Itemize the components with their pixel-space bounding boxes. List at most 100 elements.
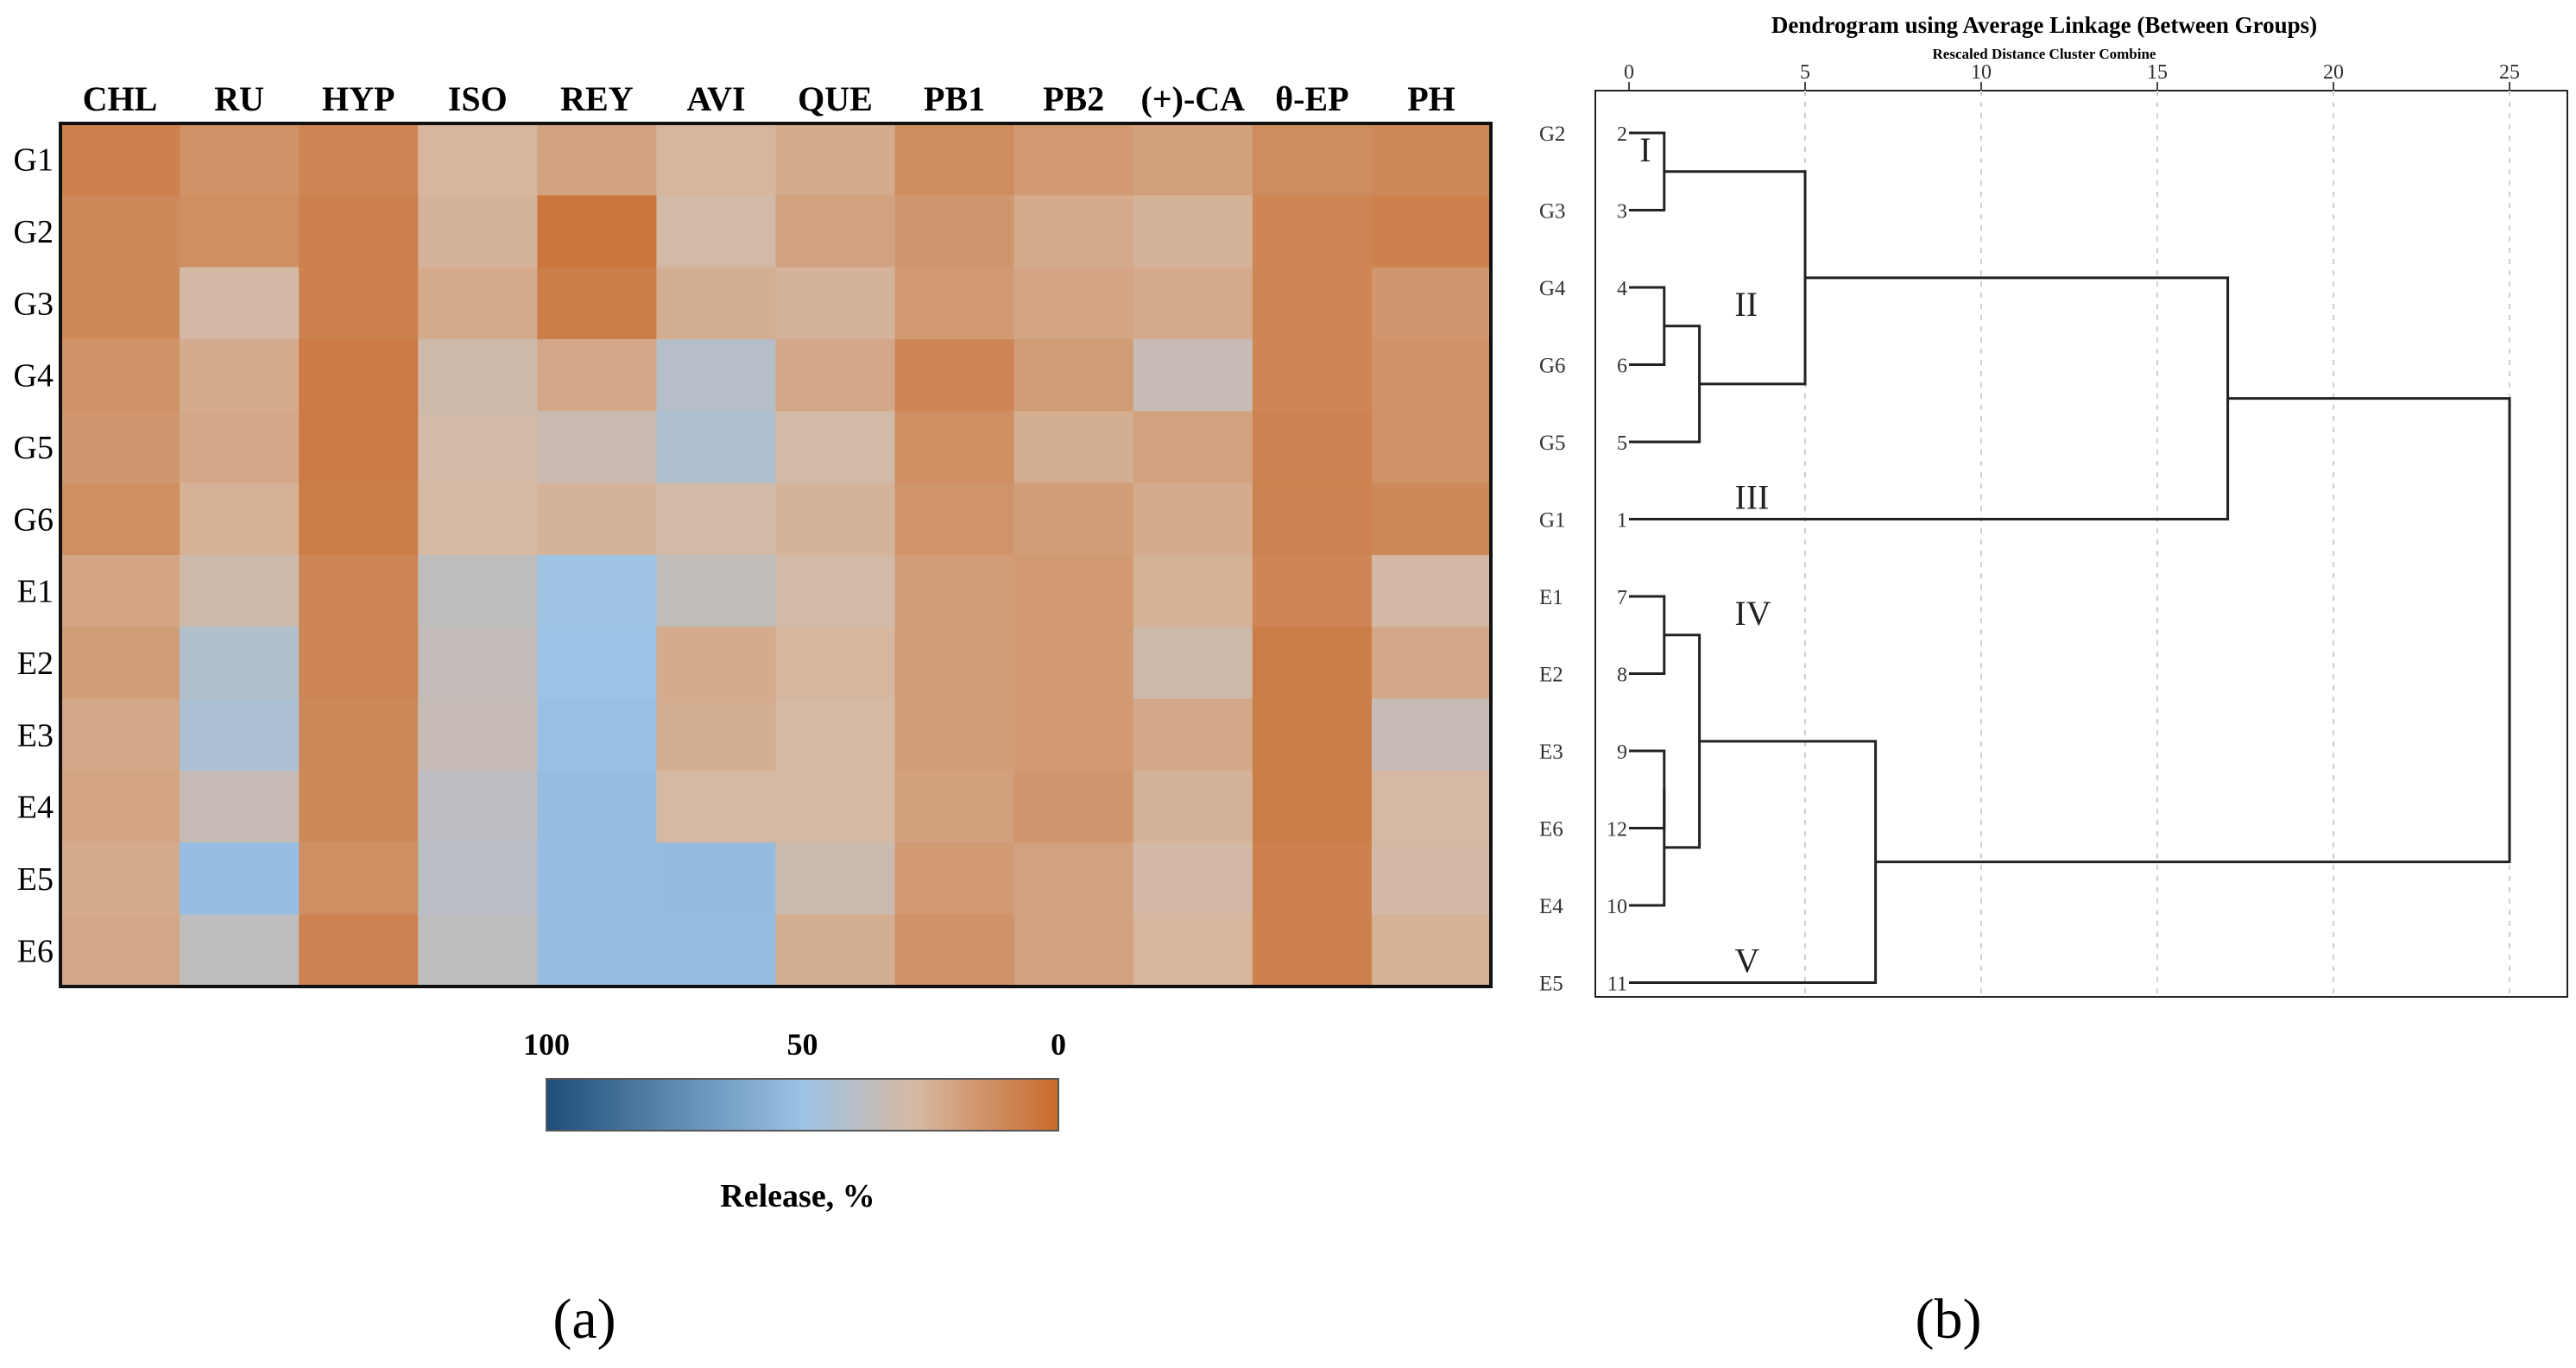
heatmap-cell-g4-11 [1252,339,1373,412]
dendrogram-leaf-label: G3 [1539,200,1566,224]
heatmap-cell-g6-8 [894,482,1015,556]
heatmap-cell-e2-8 [894,627,1015,700]
heatmap-cell-g2-5 [537,195,658,268]
heatmap-row-label: E2 [17,646,54,682]
dendrogram-leaf-label: E5 [1539,973,1563,996]
heatmap-cells [60,123,1492,987]
dendrogram-leaf-label: G2 [1539,123,1566,146]
dendrogram-leaf-number: 5 [1617,432,1627,455]
heatmap-cell-e5-4 [418,842,538,916]
heatmap-cell-g3-4 [418,267,538,340]
heatmap-cell-g1-6 [656,123,777,196]
dendrogram-link [1875,397,2511,864]
heatmap-cell-e4-9 [1013,771,1134,843]
dendrogram-leaf-number: 6 [1617,356,1627,378]
heatmap-cell-g1-2 [180,123,300,196]
colorbar-label: Release, % [720,1178,874,1214]
colorbar-gradient [546,1078,1059,1132]
panel-label-b: (b) [1916,1288,1982,1351]
heatmap-cell-e3-4 [418,698,538,772]
dendrogram-axis-label: 5 [1800,61,1810,84]
heatmap-cell-g3-10 [1133,267,1253,340]
heatmap-cell-g4-1 [60,339,180,412]
heatmap-cell-e6-7 [775,914,896,987]
dendrogram-axis-label: 10 [1971,61,1992,84]
heatmap-cell-g3-6 [656,267,777,340]
colorbar: 100 50 0 Release, % [523,1027,1066,1214]
heatmap-column-label: PH [1407,79,1455,118]
dendrogram-links [1629,131,2511,984]
dendrogram-link [1664,634,1702,849]
heatmap-column-label: ISO [448,79,508,118]
dendrogram-cluster-label: II [1734,285,1758,324]
heatmap-cell-g2-12 [1371,195,1492,268]
heatmap-cell-e5-10 [1133,842,1253,916]
heatmap-cell-g2-3 [299,195,419,268]
heatmap-cell-e6-9 [1013,914,1134,987]
dendrogram-leaf-number: 7 [1617,587,1627,609]
heatmap-cell-g4-3 [299,339,419,412]
heatmap-cell-g5-4 [418,411,538,484]
heatmap-cell-e1-2 [180,555,300,627]
heatmap-cell-g1-12 [1371,123,1492,196]
heatmap-cell-e1-3 [299,555,419,627]
dendrogram-leaf-number: 9 [1617,741,1627,764]
heatmap-cell-e4-1 [60,771,180,843]
dendrogram-leaf-number: 11 [1607,974,1627,996]
heatmap-cell-g2-6 [656,195,777,268]
dendrogram-cluster-label: I [1639,130,1651,169]
heatmap-cell-e1-9 [1013,555,1134,627]
heatmap-cell-e1-7 [775,555,896,627]
heatmap-cell-g4-6 [656,339,777,412]
heatmap-cell-g3-7 [775,267,896,340]
dendrogram-title: Dendrogram using Average Linkage (Betwee… [1771,12,2317,38]
heatmap-cell-e1-11 [1252,555,1373,627]
heatmap-cell-g5-7 [775,411,896,484]
heatmap-cell-e1-8 [894,555,1015,627]
colorbar-tick-label: 0 [1051,1027,1066,1062]
heatmap-row-label: E6 [17,933,54,969]
heatmap-cell-e5-5 [537,842,658,916]
heatmap-cell-g3-8 [894,267,1015,340]
heatmap-cell-g6-12 [1371,482,1492,556]
heatmap-cell-g4-12 [1371,339,1492,412]
dendrogram-cluster-label: III [1734,478,1769,517]
dendrogram-leaf-label: E1 [1539,586,1563,609]
heatmap-cell-e1-10 [1133,555,1253,627]
heatmap-cell-e1-1 [60,555,180,627]
heatmap-cell-e3-12 [1371,698,1492,772]
heatmap-cell-e5-11 [1252,842,1373,916]
heatmap-cell-e6-2 [180,914,300,987]
heatmap-cell-e4-6 [656,771,777,843]
heatmap-cell-g5-11 [1252,411,1373,484]
heatmap-cell-e2-1 [60,627,180,700]
heatmap-row-label: E3 [17,717,54,753]
heatmap-row-label: G6 [14,501,54,538]
heatmap-cell-e5-6 [656,842,777,916]
heatmap-cell-e3-2 [180,698,300,772]
heatmap-column-label: HYP [322,79,395,118]
heatmap-cell-g2-9 [1013,195,1134,268]
heatmap-cell-g2-8 [894,195,1015,268]
heatmap-cell-g2-2 [180,195,300,268]
heatmap-cell-e3-11 [1252,698,1373,772]
heatmap-cell-e1-12 [1371,555,1492,627]
heatmap-cell-g5-9 [1013,411,1134,484]
dendrogram-leaf-number: 12 [1607,819,1627,842]
heatmap-row-label: G3 [14,286,54,322]
dendrogram-gridlines [1804,91,2510,997]
heatmap-column-label: REY [560,79,634,118]
heatmap-cell-e5-2 [180,842,300,916]
heatmap-row-label: G4 [14,358,54,394]
heatmap-row-label: E1 [17,574,54,610]
heatmap-cell-g1-11 [1252,123,1373,196]
dendrogram-leaf-number: 4 [1617,278,1627,300]
heatmap-column-label: PB1 [924,79,985,118]
heatmap-cell-g6-7 [775,482,896,556]
colorbar-tick-label: 100 [523,1027,570,1062]
heatmap-cell-g2-10 [1133,195,1253,268]
heatmap-cell-g1-4 [418,123,538,196]
heatmap-cell-g1-5 [537,123,658,196]
